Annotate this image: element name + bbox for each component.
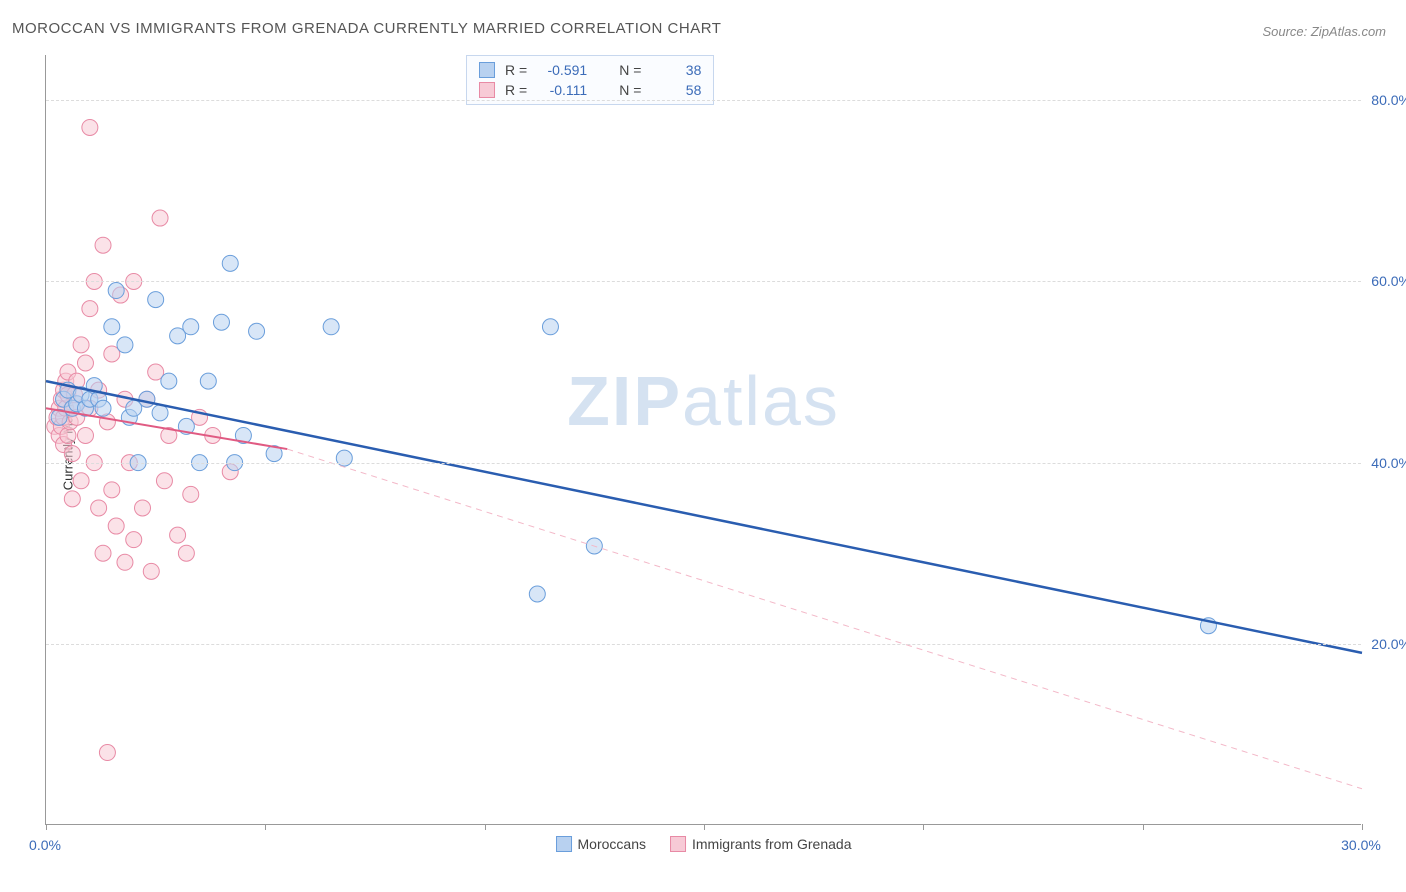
- scatter-point: [170, 527, 186, 543]
- y-tick-label: 60.0%: [1371, 273, 1406, 289]
- scatter-point: [91, 500, 107, 516]
- legend-swatch-blue-icon: [556, 836, 572, 852]
- scatter-point: [152, 210, 168, 226]
- scatter-point: [183, 319, 199, 335]
- scatter-point: [152, 405, 168, 421]
- scatter-point: [323, 319, 339, 335]
- scatter-point: [95, 400, 111, 416]
- x-tick: [485, 824, 486, 830]
- scatter-point: [183, 486, 199, 502]
- scatter-point: [117, 554, 133, 570]
- scatter-point: [95, 545, 111, 561]
- x-tick: [1362, 824, 1363, 830]
- legend-label-1: Immigrants from Grenada: [692, 836, 852, 852]
- scatter-point: [139, 391, 155, 407]
- scatter-point: [73, 337, 89, 353]
- scatter-point: [95, 237, 111, 253]
- scatter-point: [108, 518, 124, 534]
- source-label: Source: ZipAtlas.com: [1262, 24, 1386, 39]
- x-tick: [704, 824, 705, 830]
- scatter-point: [336, 450, 352, 466]
- scatter-point: [161, 373, 177, 389]
- legend: Moroccans Immigrants from Grenada: [556, 836, 852, 852]
- scatter-point: [108, 283, 124, 299]
- y-tick-label: 40.0%: [1371, 455, 1406, 471]
- scatter-point: [156, 473, 172, 489]
- scatter-point: [213, 314, 229, 330]
- scatter-point: [104, 482, 120, 498]
- scatter-point: [82, 119, 98, 135]
- scatter-point: [77, 355, 93, 371]
- scatter-point: [99, 745, 115, 761]
- chart-svg: [46, 55, 1361, 824]
- legend-label-0: Moroccans: [578, 836, 646, 852]
- scatter-point: [200, 373, 216, 389]
- gridline-h: [46, 463, 1361, 464]
- scatter-point: [542, 319, 558, 335]
- gridline-h: [46, 281, 1361, 282]
- scatter-point: [64, 446, 80, 462]
- scatter-point: [64, 491, 80, 507]
- scatter-point: [249, 323, 265, 339]
- x-tick: [265, 824, 266, 830]
- scatter-point: [126, 532, 142, 548]
- x-tick-label: 0.0%: [29, 837, 61, 853]
- scatter-point: [143, 563, 159, 579]
- scatter-point: [135, 500, 151, 516]
- legend-swatch-pink-icon: [670, 836, 686, 852]
- scatter-point: [117, 337, 133, 353]
- y-tick-label: 80.0%: [1371, 92, 1406, 108]
- plot-area: Currently Married ZIPatlas R = -0.591 N …: [45, 55, 1361, 825]
- y-tick-label: 20.0%: [1371, 636, 1406, 652]
- scatter-point: [222, 255, 238, 271]
- scatter-point: [529, 586, 545, 602]
- x-tick: [1143, 824, 1144, 830]
- gridline-h: [46, 100, 1361, 101]
- scatter-point: [73, 473, 89, 489]
- scatter-point: [82, 301, 98, 317]
- x-tick-label: 30.0%: [1341, 837, 1381, 853]
- scatter-point: [178, 545, 194, 561]
- scatter-point: [77, 427, 93, 443]
- trend-line: [46, 381, 1362, 653]
- chart-title: MOROCCAN VS IMMIGRANTS FROM GRENADA CURR…: [12, 20, 721, 37]
- legend-item-moroccans: Moroccans: [556, 836, 646, 852]
- x-tick: [923, 824, 924, 830]
- legend-item-grenada: Immigrants from Grenada: [670, 836, 852, 852]
- scatter-point: [148, 292, 164, 308]
- x-tick: [46, 824, 47, 830]
- scatter-point: [104, 319, 120, 335]
- gridline-h: [46, 644, 1361, 645]
